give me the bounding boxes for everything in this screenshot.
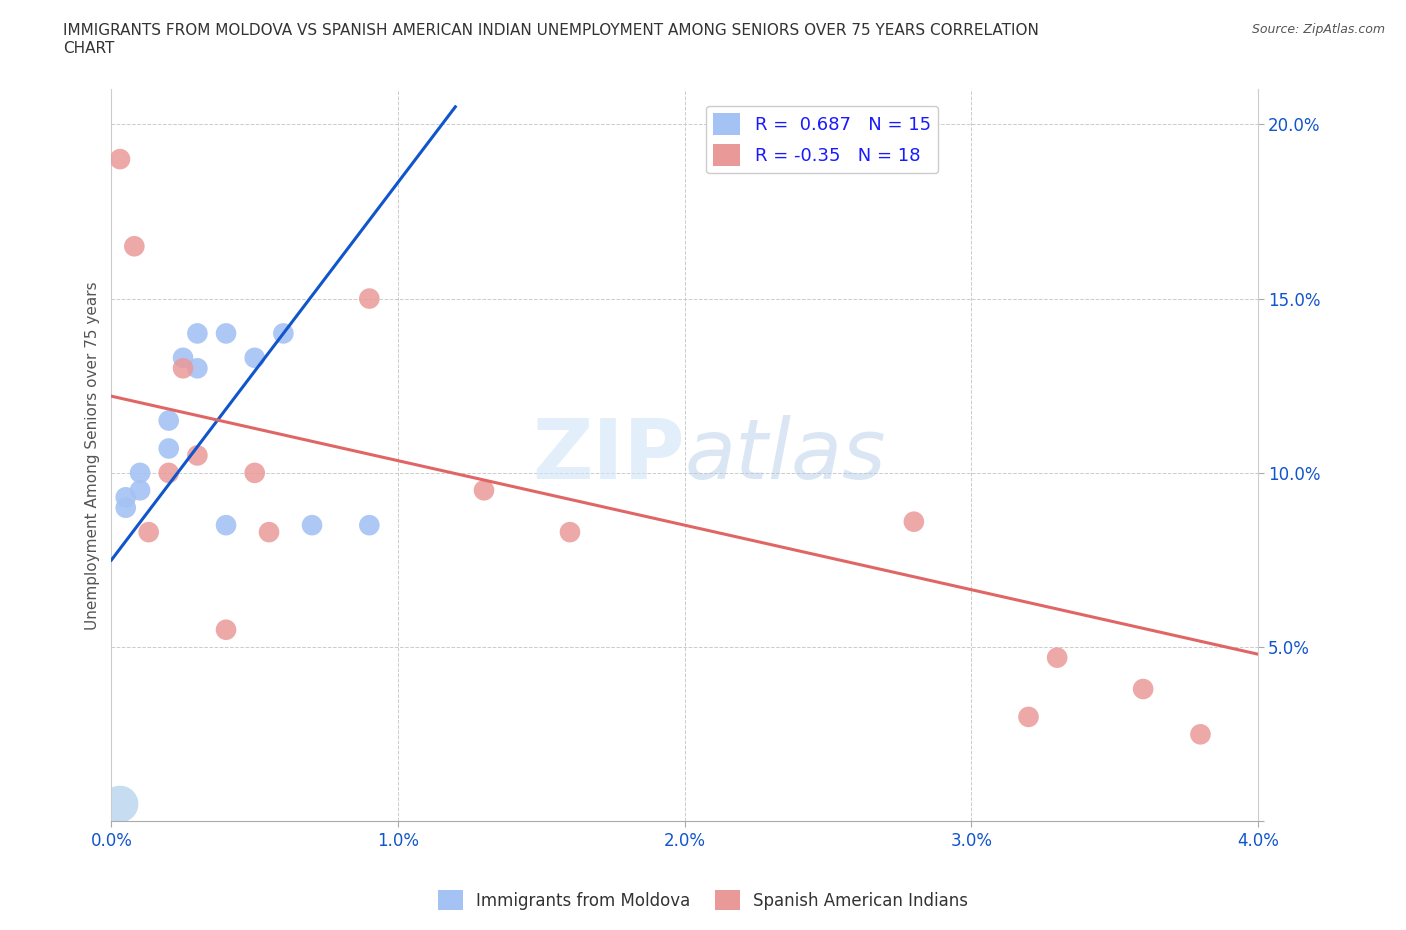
Point xyxy=(172,361,194,376)
Point xyxy=(124,239,146,254)
Point xyxy=(1189,727,1212,742)
Point xyxy=(731,152,754,166)
Point xyxy=(903,514,925,529)
Point xyxy=(243,351,266,365)
Point xyxy=(157,441,180,456)
Legend: R =  0.687   N = 15, R = -0.35   N = 18: R = 0.687 N = 15, R = -0.35 N = 18 xyxy=(706,106,938,173)
Point xyxy=(301,518,323,533)
Point xyxy=(215,326,238,341)
Point xyxy=(215,518,238,533)
Point xyxy=(243,465,266,480)
Point xyxy=(359,518,381,533)
Point xyxy=(108,152,131,166)
Point xyxy=(108,797,131,812)
Point xyxy=(1046,650,1069,665)
Point xyxy=(114,490,136,505)
Point xyxy=(186,326,208,341)
Text: Source: ZipAtlas.com: Source: ZipAtlas.com xyxy=(1251,23,1385,36)
Point xyxy=(157,413,180,428)
Text: ZIP: ZIP xyxy=(531,415,685,496)
Point xyxy=(359,291,381,306)
Point xyxy=(186,361,208,376)
Point xyxy=(157,465,180,480)
Point xyxy=(129,465,152,480)
Point xyxy=(1132,682,1154,697)
Point xyxy=(257,525,280,539)
Text: atlas: atlas xyxy=(685,415,886,496)
Point xyxy=(273,326,295,341)
Point xyxy=(172,351,194,365)
Y-axis label: Unemployment Among Seniors over 75 years: Unemployment Among Seniors over 75 years xyxy=(86,281,100,630)
Text: IMMIGRANTS FROM MOLDOVA VS SPANISH AMERICAN INDIAN UNEMPLOYMENT AMONG SENIORS OV: IMMIGRANTS FROM MOLDOVA VS SPANISH AMERI… xyxy=(63,23,1039,56)
Point xyxy=(1018,710,1040,724)
Point xyxy=(114,500,136,515)
Legend: Immigrants from Moldova, Spanish American Indians: Immigrants from Moldova, Spanish America… xyxy=(430,884,976,917)
Point xyxy=(215,622,238,637)
Point xyxy=(186,448,208,463)
Point xyxy=(129,483,152,498)
Point xyxy=(472,483,495,498)
Point xyxy=(138,525,160,539)
Point xyxy=(558,525,581,539)
